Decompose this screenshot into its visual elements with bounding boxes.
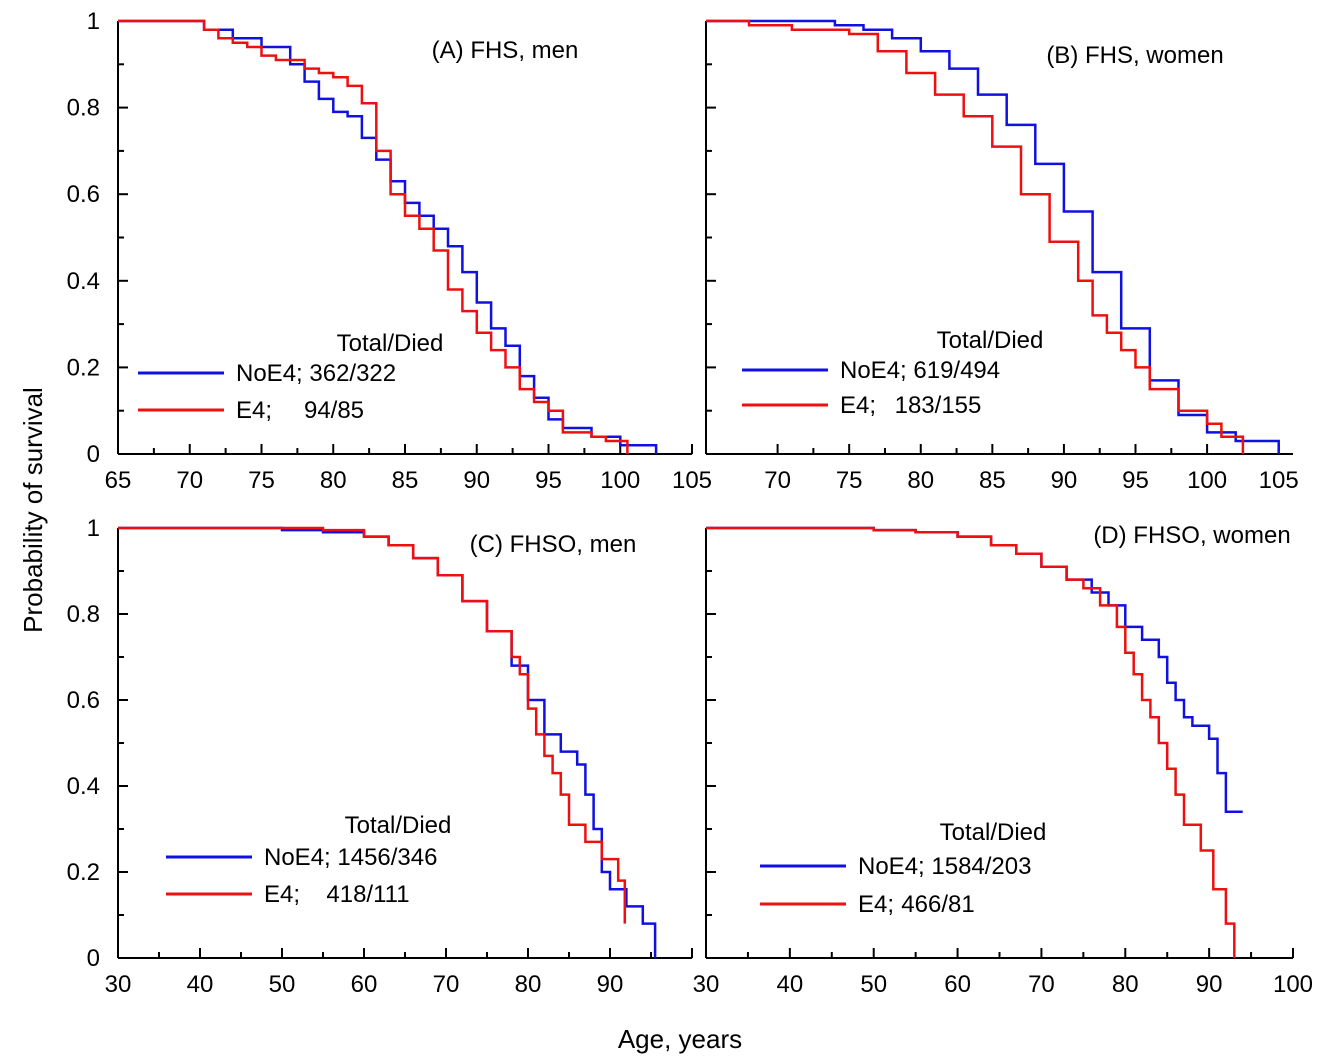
x-tick-label: 65 — [105, 467, 132, 494]
y-tick-label: 1 — [87, 515, 100, 542]
x-tick-label: 100 — [600, 467, 640, 494]
x-axis-title: Age, years — [618, 1024, 742, 1054]
x-tick-label: 90 — [597, 971, 624, 998]
y-tick-label: 0.4 — [67, 773, 100, 800]
y-tick-label: 1 — [87, 8, 100, 35]
y-tick-label: 0.4 — [67, 268, 100, 295]
x-tick-label: 40 — [777, 971, 804, 998]
legend-label-noe4: NoE4; 362/322 — [236, 360, 396, 387]
y-tick-label: 0 — [87, 945, 100, 972]
panel-b: 70 75 80 85 90 95 100 105 (B) FHS, women Total/Di… — [705, 19, 1299, 494]
x-tick-label: 70 — [433, 971, 460, 998]
x-tick-label: 70 — [764, 467, 791, 494]
panel-a: 0 0.2 0.4 0.6 0.8 1 65 70 75 80 85 90 95 100 105 (A) FH… — [67, 8, 712, 494]
legend-header: Total/Died — [940, 819, 1047, 846]
y-tick-label: 0.6 — [67, 181, 100, 208]
x-tick-label: 60 — [944, 971, 971, 998]
x-tick-label: 40 — [187, 971, 214, 998]
series-line-noe4 — [706, 19, 1280, 454]
x-tick-label: 100 — [1273, 971, 1313, 998]
series-line-noe4 — [118, 19, 658, 454]
x-tick-label: 60 — [351, 971, 378, 998]
x-tick-label: 80 — [907, 467, 934, 494]
y-tick-label: 0.6 — [67, 687, 100, 714]
legend-label-e4: E4; — [236, 397, 272, 424]
legend-header: Total/Died — [345, 812, 452, 839]
legend-header: Total/Died — [337, 330, 444, 357]
x-tick-label: 70 — [1028, 971, 1055, 998]
y-tick-label: 0.8 — [67, 601, 100, 628]
panel-title: (D) FHSO, women — [1093, 522, 1290, 549]
x-tick-label: 90 — [1196, 971, 1223, 998]
panel-title: (B) FHS, women — [1046, 42, 1223, 69]
x-tick-label: 95 — [1122, 467, 1149, 494]
y-tick-label: 0 — [87, 441, 100, 468]
x-tick-label: 30 — [693, 971, 720, 998]
x-tick-label: 100 — [1187, 467, 1227, 494]
x-tick-label: 30 — [105, 971, 132, 998]
panel-title: (C) FHSO, men — [470, 531, 637, 558]
legend-label-e4: E4; — [264, 881, 300, 908]
panel-d: 30 40 50 60 70 80 90 100 (D) FHSO, women Total/Di… — [693, 522, 1313, 998]
legend-label-noe4: NoE4; 1584/203 — [858, 853, 1031, 880]
y-tick-label: 0.2 — [67, 354, 100, 381]
panel-c: 0 0.2 0.4 0.6 0.8 1 30 40 50 60 70 80 90 (C) FHSO, me… — [67, 515, 693, 998]
series-line-e4 — [118, 19, 629, 454]
legend-counts-e4: 94/85 — [304, 397, 364, 424]
y-axis-title: Probability of survival — [18, 387, 48, 633]
x-tick-label: 80 — [1112, 971, 1139, 998]
x-tick-label: 50 — [860, 971, 887, 998]
legend-label-noe4: NoE4; 1456/346 — [264, 844, 437, 871]
legend-counts-e4: 466/81 — [901, 891, 974, 918]
x-tick-label: 95 — [535, 467, 562, 494]
panel-title: (A) FHS, men — [432, 37, 579, 64]
x-tick-label: 105 — [1259, 467, 1299, 494]
series-line-e4 — [118, 526, 627, 924]
x-tick-label: 90 — [1051, 467, 1078, 494]
x-tick-label: 105 — [672, 467, 712, 494]
x-tick-label: 75 — [248, 467, 275, 494]
x-tick-label: 80 — [320, 467, 347, 494]
x-tick-label: 85 — [392, 467, 419, 494]
legend-counts-e4: 183/155 — [895, 392, 982, 419]
legend-label-e4: E4; — [858, 891, 894, 918]
series-line-e4 — [706, 19, 1245, 454]
x-tick-label: 70 — [176, 467, 203, 494]
x-tick-label: 80 — [515, 971, 542, 998]
legend-header: Total/Died — [937, 327, 1044, 354]
legend-counts-e4: 418/111 — [326, 881, 409, 908]
legend-label-e4: E4; — [840, 392, 876, 419]
series-line-noe4 — [706, 526, 1243, 814]
x-tick-label: 50 — [269, 971, 296, 998]
y-tick-label: 0.2 — [67, 859, 100, 886]
x-tick-label: 75 — [836, 467, 863, 494]
x-tick-label: 85 — [979, 467, 1006, 494]
legend-label-noe4: NoE4; 619/494 — [840, 357, 1000, 384]
series-line-e4 — [706, 526, 1236, 958]
x-tick-label: 90 — [463, 467, 490, 494]
y-tick-label: 0.8 — [67, 95, 100, 122]
